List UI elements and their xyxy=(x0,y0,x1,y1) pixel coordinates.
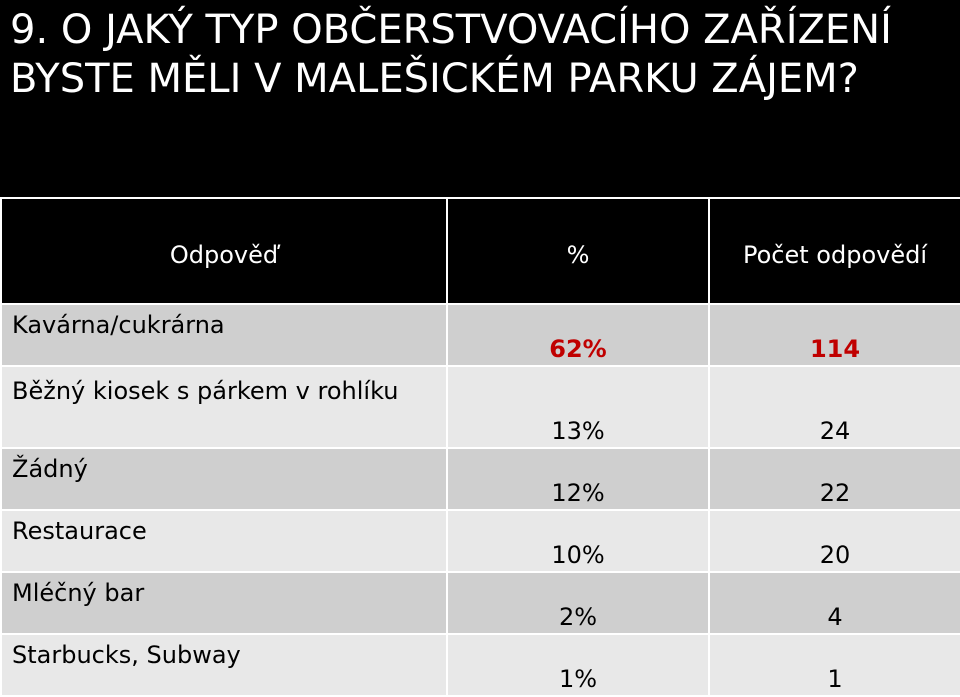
header-answer: Odpověď xyxy=(0,197,448,305)
count-cell: 22 xyxy=(708,447,960,511)
answer-cell: Běžný kiosek s párkem v rohlíku xyxy=(0,365,448,449)
table-row: Starbucks, Subway 1% 1 xyxy=(0,633,960,697)
table-header-row: Odpověď % Počet odpovědí xyxy=(0,197,960,305)
percent-cell: 1% xyxy=(446,633,710,697)
table-row: Běžný kiosek s párkem v rohlíku 13% 24 xyxy=(0,365,960,449)
results-table: Odpověď % Počet odpovědí Kavárna/cukrárn… xyxy=(0,197,960,697)
count-cell: 20 xyxy=(708,509,960,573)
table-row: Žádný 12% 22 xyxy=(0,447,960,511)
percent-cell: 10% xyxy=(446,509,710,573)
count-cell: 114 xyxy=(708,303,960,367)
table-row: Mléčný bar 2% 4 xyxy=(0,571,960,635)
answer-cell: Restaurace xyxy=(0,509,448,573)
table-row: Kavárna/cukrárna 62% 114 xyxy=(0,303,960,367)
header-count: Počet odpovědí xyxy=(708,197,960,305)
answer-cell: Kavárna/cukrárna xyxy=(0,303,448,367)
page-title: 9. O JAKÝ TYP OBČERSTVOVACÍHO ZAŘÍZENÍ B… xyxy=(10,7,892,102)
count-cell: 24 xyxy=(708,365,960,449)
percent-cell: 12% xyxy=(446,447,710,511)
percent-cell: 62% xyxy=(446,303,710,367)
percent-cell: 13% xyxy=(446,365,710,449)
count-cell: 4 xyxy=(708,571,960,635)
header-percent: % xyxy=(446,197,710,305)
table-row: Restaurace 10% 20 xyxy=(0,509,960,573)
answer-cell: Žádný xyxy=(0,447,448,511)
count-cell: 1 xyxy=(708,633,960,697)
answer-cell: Mléčný bar xyxy=(0,571,448,635)
percent-cell: 2% xyxy=(446,571,710,635)
answer-cell: Starbucks, Subway xyxy=(0,633,448,697)
